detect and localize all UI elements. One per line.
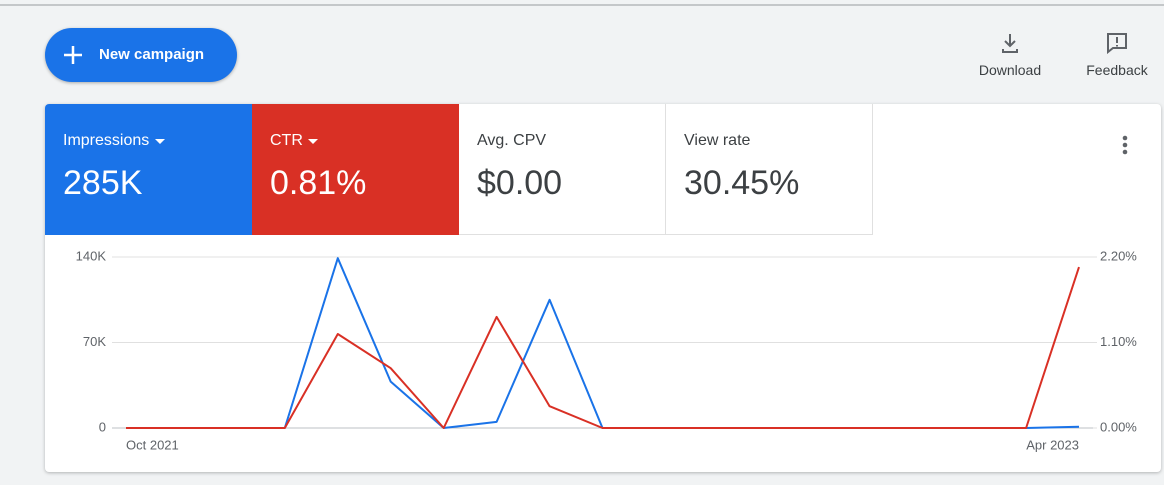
series-line <box>126 266 1080 429</box>
metric-name: CTR <box>270 132 303 149</box>
dropdown-icon <box>308 139 319 144</box>
x-tick-label: Apr 2023 <box>1026 437 1079 452</box>
scorecard-label: View rate <box>684 132 751 149</box>
divider <box>0 4 1164 6</box>
y2-tick-label: 1.10% <box>1100 334 1137 349</box>
scorecard[interactable]: Avg. CPV $0.00 <box>459 104 666 235</box>
plus-icon <box>64 46 82 64</box>
y2-tick-label: 0.00% <box>1100 419 1137 434</box>
x-tick-label: Oct 2021 <box>126 437 179 452</box>
scorecard[interactable]: Impressions 285K <box>45 104 252 235</box>
scorecard[interactable]: View rate 30.45% <box>666 104 873 235</box>
performance-card: Impressions 285K CTR 0.81% Avg. CPV $0.0… <box>45 104 1161 472</box>
scorecard-value: $0.00 <box>477 164 563 202</box>
scorecard-value: 285K <box>63 164 143 202</box>
scorecard-label: Avg. CPV <box>477 132 547 149</box>
feedback-icon <box>1107 33 1127 54</box>
chart: 0 70K 140K 0.00% 1.10% 2.20% Oct 2021 Apr 2023 <box>76 248 1138 452</box>
series-line <box>126 257 1080 429</box>
y-tick-label: 140K <box>76 248 107 263</box>
scorecard-label: Impressions <box>63 132 234 150</box>
download-label: Download <box>978 62 1042 78</box>
scorecard-value: 30.45% <box>684 164 800 202</box>
new-campaign-button[interactable]: New campaign <box>45 28 237 82</box>
scorecard-label: CTR <box>270 132 441 150</box>
feedback-label: Feedback <box>1086 62 1148 78</box>
feedback-button[interactable]: Feedback <box>1077 32 1157 78</box>
dropdown-icon <box>154 139 165 144</box>
download-icon <box>1002 34 1018 53</box>
y-tick-label: 0 <box>99 419 106 434</box>
button-label: New campaign <box>99 46 205 63</box>
y2-tick-label: 2.20% <box>1100 248 1137 263</box>
download-button[interactable]: Download <box>970 32 1050 78</box>
scorecard-value: 0.81% <box>270 164 367 202</box>
more-menu[interactable] <box>1117 134 1133 156</box>
scorecard[interactable]: CTR 0.81% <box>252 104 459 235</box>
metric-name: Impressions <box>63 132 150 149</box>
y-tick-label: 70K <box>83 334 106 349</box>
